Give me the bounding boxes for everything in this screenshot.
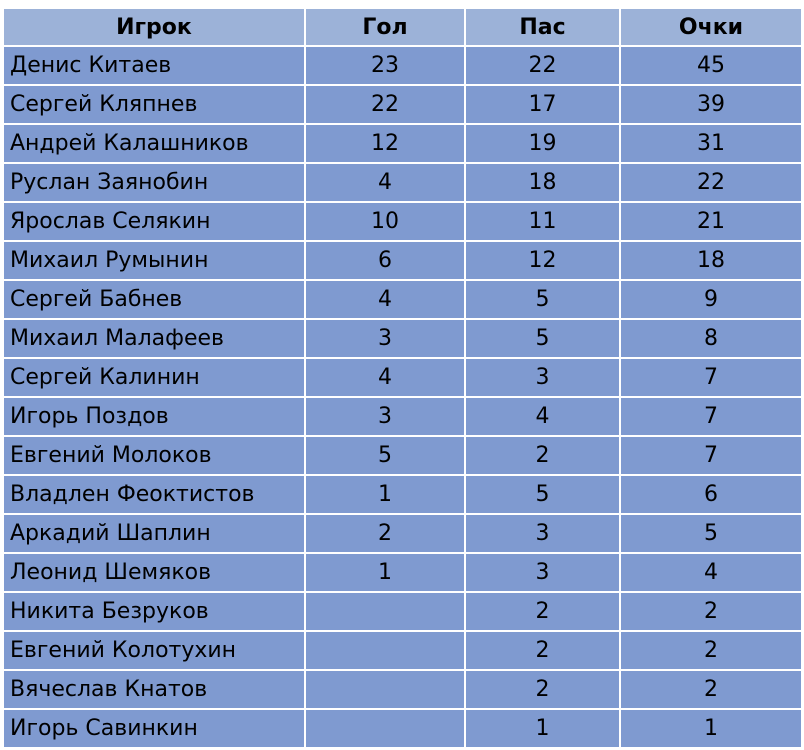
- cell-assists: 22: [464, 45, 621, 86]
- cell-assists: 12: [464, 240, 621, 281]
- cell-player-name: Аркадий Шаплин: [2, 513, 306, 554]
- cell-goals: 10: [304, 201, 466, 242]
- cell-assists: 4: [464, 396, 621, 437]
- table-row: Михаил Малафеев 3 5 8: [2, 318, 803, 359]
- cell-player-name: Михаил Малафеев: [2, 318, 306, 359]
- cell-goals: 2: [304, 513, 466, 554]
- cell-points: 9: [619, 279, 803, 320]
- cell-goals: 12: [304, 123, 466, 164]
- cell-assists: 1: [464, 708, 621, 749]
- cell-assists: 3: [464, 552, 621, 593]
- cell-goals: 22: [304, 84, 466, 125]
- cell-player-name: Денис Китаев: [2, 45, 306, 86]
- cell-points: 1: [619, 708, 803, 749]
- cell-assists: 5: [464, 279, 621, 320]
- table-row: Сергей Кляпнев 22 17 39: [2, 84, 803, 125]
- cell-player-name: Владлен Феоктистов: [2, 474, 306, 515]
- cell-assists: 2: [464, 630, 621, 671]
- table-row: Сергей Калинин 4 3 7: [2, 357, 803, 398]
- cell-assists: 17: [464, 84, 621, 125]
- cell-points: 2: [619, 669, 803, 710]
- header-row: Игрок Гол Пас Очки: [2, 7, 803, 47]
- cell-player-name: Андрей Калашников: [2, 123, 306, 164]
- cell-player-name: Сергей Бабнев: [2, 279, 306, 320]
- table-row: Сергей Бабнев 4 5 9: [2, 279, 803, 320]
- cell-player-name: Михаил Румынин: [2, 240, 306, 281]
- cell-assists: 5: [464, 474, 621, 515]
- cell-goals: 6: [304, 240, 466, 281]
- cell-points: 8: [619, 318, 803, 359]
- cell-goals: [304, 708, 466, 749]
- cell-assists: 5: [464, 318, 621, 359]
- cell-player-name: Сергей Кляпнев: [2, 84, 306, 125]
- cell-assists: 2: [464, 591, 621, 632]
- table-row: Андрей Калашников 12 19 31: [2, 123, 803, 164]
- header-player: Игрок: [2, 7, 306, 47]
- cell-points: 7: [619, 435, 803, 476]
- table-row: Михаил Румынин 6 12 18: [2, 240, 803, 281]
- cell-points: 2: [619, 591, 803, 632]
- table-row: Игорь Савинкин 1 1: [2, 708, 803, 749]
- cell-points: 31: [619, 123, 803, 164]
- player-stats-table: Игрок Гол Пас Очки Денис Китаев 23 22 45 Сер…: [2, 7, 803, 749]
- cell-goals: [304, 630, 466, 671]
- table-body: Денис Китаев 23 22 45 Сергей Кляпнев 22 17 39 Ан…: [2, 45, 803, 749]
- cell-points: 39: [619, 84, 803, 125]
- table-row: Аркадий Шаплин 2 3 5: [2, 513, 803, 554]
- table-row: Ярослав Селякин 10 11 21: [2, 201, 803, 242]
- cell-goals: [304, 669, 466, 710]
- cell-goals: 4: [304, 357, 466, 398]
- cell-player-name: Игорь Савинкин: [2, 708, 306, 749]
- cell-goals: 1: [304, 474, 466, 515]
- table-row: Игорь Поздов 3 4 7: [2, 396, 803, 437]
- cell-points: 21: [619, 201, 803, 242]
- table-row: Денис Китаев 23 22 45: [2, 45, 803, 86]
- cell-points: 22: [619, 162, 803, 203]
- cell-assists: 11: [464, 201, 621, 242]
- cell-goals: 3: [304, 318, 466, 359]
- table-row: Владлен Феоктистов 1 5 6: [2, 474, 803, 515]
- cell-player-name: Сергей Калинин: [2, 357, 306, 398]
- cell-player-name: Евгений Колотухин: [2, 630, 306, 671]
- table-row: Вячеслав Кнатов 2 2: [2, 669, 803, 710]
- cell-player-name: Руслан Заянобин: [2, 162, 306, 203]
- cell-player-name: Игорь Поздов: [2, 396, 306, 437]
- cell-goals: 1: [304, 552, 466, 593]
- cell-player-name: Вячеслав Кнатов: [2, 669, 306, 710]
- cell-assists: 3: [464, 513, 621, 554]
- table-row: Леонид Шемяков 1 3 4: [2, 552, 803, 593]
- cell-points: 7: [619, 357, 803, 398]
- cell-points: 7: [619, 396, 803, 437]
- cell-points: 18: [619, 240, 803, 281]
- table-row: Никита Безруков 2 2: [2, 591, 803, 632]
- cell-goals: 4: [304, 279, 466, 320]
- cell-points: 4: [619, 552, 803, 593]
- cell-assists: 19: [464, 123, 621, 164]
- header-points: Очки: [619, 7, 803, 47]
- table-row: Евгений Молоков 5 2 7: [2, 435, 803, 476]
- cell-goals: 23: [304, 45, 466, 86]
- header-assists: Пас: [464, 7, 621, 47]
- cell-player-name: Евгений Молоков: [2, 435, 306, 476]
- cell-assists: 18: [464, 162, 621, 203]
- cell-goals: [304, 591, 466, 632]
- cell-player-name: Никита Безруков: [2, 591, 306, 632]
- header-goals: Гол: [304, 7, 466, 47]
- cell-assists: 2: [464, 669, 621, 710]
- table-row: Евгений Колотухин 2 2: [2, 630, 803, 671]
- table-header: Игрок Гол Пас Очки: [2, 7, 803, 47]
- cell-player-name: Ярослав Селякин: [2, 201, 306, 242]
- cell-points: 45: [619, 45, 803, 86]
- cell-goals: 3: [304, 396, 466, 437]
- cell-assists: 2: [464, 435, 621, 476]
- cell-player-name: Леонид Шемяков: [2, 552, 306, 593]
- cell-points: 5: [619, 513, 803, 554]
- cell-goals: 4: [304, 162, 466, 203]
- cell-points: 6: [619, 474, 803, 515]
- cell-goals: 5: [304, 435, 466, 476]
- cell-points: 2: [619, 630, 803, 671]
- table-row: Руслан Заянобин 4 18 22: [2, 162, 803, 203]
- cell-assists: 3: [464, 357, 621, 398]
